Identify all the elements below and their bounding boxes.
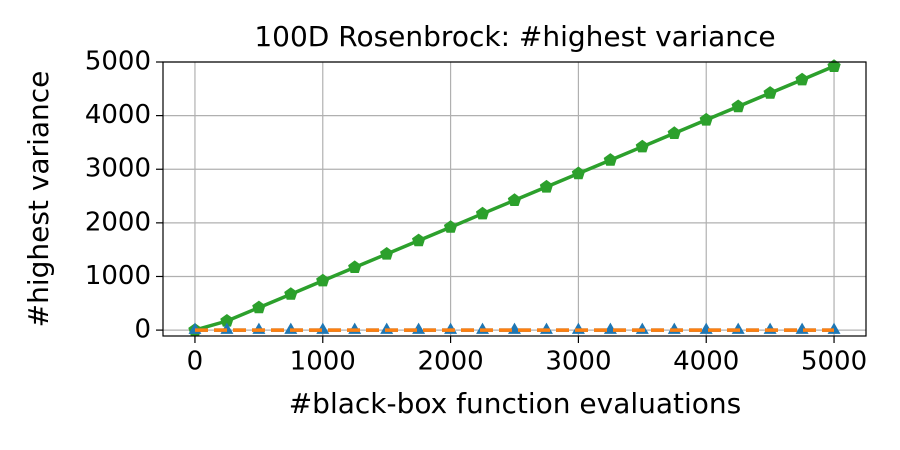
- marker: [380, 247, 394, 260]
- y-tick-label: 5000: [85, 47, 151, 77]
- marker: [443, 220, 458, 233]
- x-tick-label: 0: [187, 347, 204, 377]
- marker: [699, 112, 713, 126]
- marker: [603, 322, 617, 334]
- marker: [284, 287, 298, 300]
- marker: [731, 322, 745, 334]
- marker: [571, 166, 586, 180]
- marker: [412, 322, 426, 334]
- y-tick-label: 4000: [85, 100, 151, 130]
- y-tick-label: 0: [134, 315, 151, 345]
- marker: [539, 179, 554, 193]
- marker: [284, 322, 298, 334]
- plot-frame: [162, 61, 867, 337]
- marker: [763, 322, 777, 334]
- marker: [380, 322, 394, 334]
- marker: [635, 322, 649, 334]
- chart-title: 100D Rosenbrock: #highest variance: [254, 20, 775, 53]
- x-tick-label: 3000: [545, 347, 611, 377]
- marker: [220, 314, 234, 327]
- marker: [731, 99, 745, 113]
- marker: [827, 59, 841, 72]
- marker: [475, 206, 490, 220]
- marker: [348, 322, 362, 334]
- marker: [667, 322, 681, 334]
- x-axis-label: #black-box function evaluations: [289, 387, 742, 420]
- marker: [827, 322, 841, 334]
- y-tick-label: 2000: [85, 207, 151, 237]
- marker: [540, 322, 553, 334]
- marker: [667, 126, 681, 139]
- marker: [316, 322, 330, 334]
- marker: [252, 322, 266, 334]
- x-tick-label: 1000: [290, 347, 356, 377]
- x-tick-label: 2000: [418, 347, 484, 377]
- marker: [316, 273, 330, 287]
- x-tick-label: 4000: [673, 347, 739, 377]
- y-tick-label: 3000: [85, 154, 151, 184]
- marker: [444, 322, 458, 334]
- marker: [795, 322, 809, 334]
- marker: [635, 139, 649, 153]
- marker: [699, 322, 713, 334]
- marker: [763, 86, 777, 99]
- marker: [348, 260, 362, 273]
- marker: [508, 322, 521, 334]
- marker: [795, 72, 809, 86]
- marker: [603, 153, 617, 166]
- marker: [571, 322, 585, 334]
- x-tick-label: 5000: [801, 347, 867, 377]
- marker: [412, 233, 426, 247]
- marker: [507, 193, 522, 206]
- y-tick-label: 1000: [85, 261, 151, 291]
- y-axis-label: #highest variance: [22, 71, 55, 328]
- marker: [476, 322, 489, 334]
- marker: [252, 300, 266, 314]
